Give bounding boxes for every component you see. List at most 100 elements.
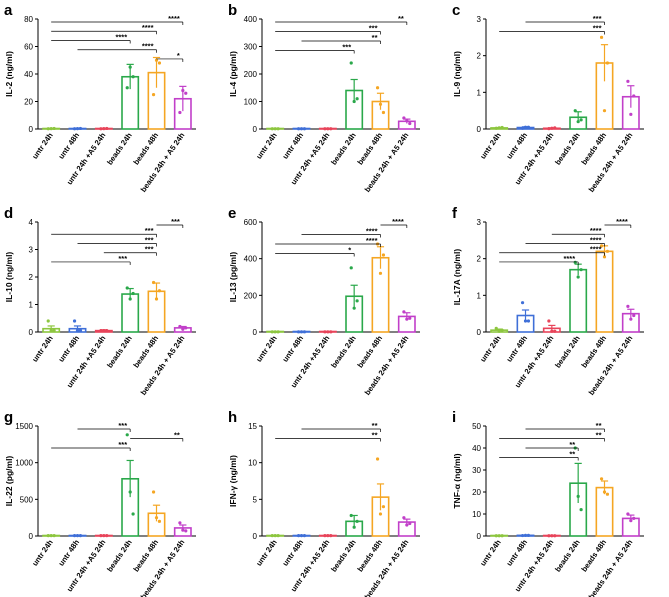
significance-label: **	[372, 431, 378, 440]
data-point	[629, 317, 633, 321]
category-label: beads 48h	[131, 538, 160, 574]
data-point	[629, 112, 633, 116]
panel-letter: c	[452, 2, 460, 19]
data-point	[550, 126, 554, 130]
significance-label: ****	[563, 254, 575, 263]
data-point	[276, 127, 280, 131]
data-point	[576, 120, 580, 124]
data-point	[526, 319, 531, 323]
category-label: untr 48h	[281, 131, 306, 161]
y-axis-label: IL-13 (pg/ml)	[228, 252, 238, 303]
data-point	[375, 86, 380, 90]
significance-label: ***	[118, 421, 127, 430]
y-tick-label: 2	[29, 273, 34, 282]
data-point	[500, 125, 504, 130]
data-point	[378, 512, 383, 516]
data-point	[270, 534, 274, 538]
data-point	[326, 330, 330, 334]
data-point	[323, 127, 327, 131]
data-point	[352, 306, 356, 310]
y-tick-label: 0	[29, 125, 34, 134]
y-tick-label: 2	[477, 255, 482, 264]
y-tick-label: 10	[472, 510, 481, 519]
data-point	[299, 534, 304, 538]
data-point	[49, 534, 53, 538]
data-point	[579, 118, 583, 122]
data-point	[273, 534, 277, 538]
data-point	[329, 534, 333, 538]
y-tick-label: 4	[29, 218, 34, 227]
data-point	[99, 127, 103, 131]
data-point	[157, 289, 162, 293]
data-point	[349, 61, 353, 65]
y-axis-label: TNF-α (ng/ml)	[452, 453, 462, 508]
data-point	[349, 266, 353, 270]
y-tick-label: 1	[29, 301, 34, 310]
y-tick-label: 1000	[15, 459, 33, 468]
significance-label: ****	[590, 245, 602, 254]
data-point	[329, 127, 333, 131]
y-tick-label: 60	[24, 43, 33, 52]
category-label: beads 48h	[355, 334, 384, 370]
y-tick-label: 30	[472, 466, 481, 475]
category-label: untr 48h	[57, 334, 82, 364]
data-point	[125, 86, 129, 90]
data-point	[128, 65, 132, 69]
category-label: beads 48h	[355, 131, 384, 167]
category-label: untr 24h	[478, 334, 503, 364]
data-point	[626, 512, 630, 516]
data-point	[602, 255, 607, 259]
data-point	[405, 119, 409, 123]
bar	[595, 250, 614, 333]
data-point	[151, 280, 156, 285]
category-label: untr 24h	[254, 538, 279, 568]
category-label: untr 24h	[478, 538, 503, 568]
panel-letter: g	[4, 409, 13, 426]
category-label: untr 24h	[478, 131, 503, 161]
significance-label: ***	[593, 14, 602, 23]
data-point	[349, 513, 353, 518]
significance-label: *	[348, 246, 351, 255]
data-point	[629, 519, 633, 523]
significance-label: ***	[342, 43, 351, 52]
data-point	[526, 533, 531, 537]
category-label: beads 24h	[553, 538, 582, 574]
data-point	[599, 35, 604, 39]
chart-panel-g: g 0 500 1000 1500 IL-22 (pg/ml) untr 24h untr 4…	[4, 409, 196, 597]
y-tick-label: 40	[24, 70, 33, 79]
data-point	[46, 319, 50, 323]
panel-letter: d	[4, 205, 13, 222]
significance-label: **	[398, 14, 404, 23]
data-point	[78, 534, 83, 538]
category-label: untr 48h	[57, 538, 82, 568]
data-point	[405, 317, 409, 321]
data-point	[296, 330, 301, 334]
data-point	[49, 329, 53, 333]
data-point	[105, 126, 109, 131]
category-label: untr 48h	[505, 131, 530, 161]
data-point	[75, 534, 80, 538]
data-point	[375, 457, 380, 461]
data-point	[326, 127, 330, 131]
data-point	[378, 271, 383, 275]
data-point	[381, 253, 386, 257]
y-tick-label: 0	[29, 532, 34, 541]
data-point	[605, 492, 610, 496]
y-tick-label: 80	[24, 15, 33, 24]
data-point	[497, 126, 501, 130]
data-point	[302, 534, 307, 538]
data-point	[381, 110, 386, 115]
significance-label: ****	[590, 235, 602, 244]
data-point	[573, 109, 577, 113]
y-axis-label: IL-10 (ng/ml)	[4, 252, 14, 303]
y-tick-label: 0	[477, 532, 482, 541]
y-tick-label: 100	[244, 98, 258, 107]
data-point	[102, 126, 106, 131]
bar	[595, 486, 614, 537]
y-tick-label: 3	[29, 246, 34, 255]
data-point	[352, 525, 356, 529]
category-label: beads 24h	[553, 131, 582, 167]
data-point	[78, 329, 83, 333]
